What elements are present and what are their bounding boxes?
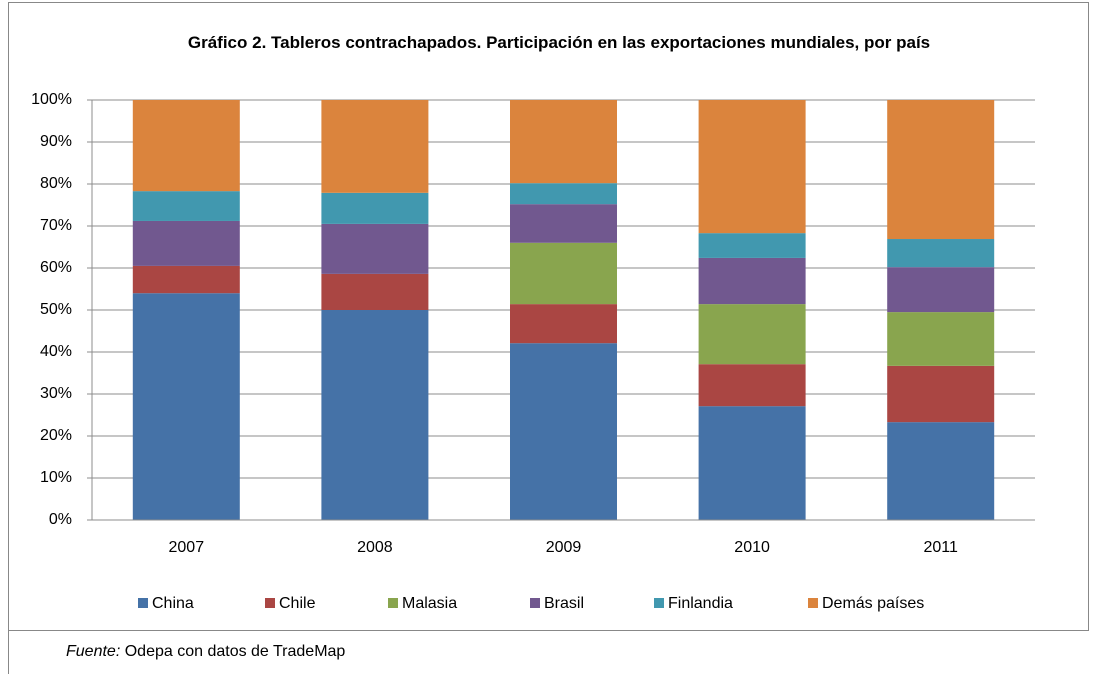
bar-segment	[132, 191, 240, 221]
legend-swatch	[388, 598, 398, 608]
bar-segment	[132, 265, 240, 294]
chart-title: Gráfico 2. Tableros contrachapados. Part…	[187, 33, 931, 52]
x-tick-label: 2007	[169, 539, 205, 556]
y-tick-label: 0%	[49, 511, 72, 528]
y-tick-label: 10%	[40, 469, 72, 486]
bar-segment	[510, 343, 617, 520]
bar-segment	[887, 267, 995, 313]
y-tick-label: 50%	[40, 301, 72, 318]
legend-label: China	[152, 595, 194, 612]
source-label: Fuente:	[66, 643, 121, 660]
bar-segment	[132, 220, 240, 266]
legend-swatch	[654, 598, 664, 608]
y-tick-label: 20%	[40, 427, 72, 444]
bar-segment	[887, 312, 995, 366]
legend-label: Brasil	[544, 595, 584, 612]
bar-segment	[698, 100, 806, 234]
y-tick-label: 80%	[40, 175, 72, 192]
source-text: Odepa con datos de TradeMap	[124, 643, 346, 660]
x-tick-label: 2011	[923, 539, 958, 556]
legend-label: Malasia	[402, 595, 457, 612]
bar-segment	[510, 304, 617, 344]
legend-swatch	[808, 598, 818, 608]
x-tick-label: 2008	[357, 539, 393, 556]
bar-segment	[698, 364, 806, 407]
bar-segment	[887, 239, 995, 268]
bar-segment	[887, 100, 995, 240]
bar-segment	[510, 204, 617, 243]
bar-segment	[698, 257, 806, 305]
x-tick-label: 2009	[546, 539, 582, 556]
bar-segment	[321, 223, 429, 274]
y-tick-label: 40%	[40, 343, 72, 360]
bar-segment	[321, 100, 429, 193]
bar-segment	[510, 242, 617, 305]
source-note: Fuente: Odepa con datos de TradeMap	[66, 643, 345, 661]
bar-segment	[321, 310, 429, 520]
y-tick-label: 100%	[31, 91, 72, 108]
legend-label: Demás países	[822, 595, 924, 612]
chart-frame	[8, 2, 1089, 631]
bar-segment	[698, 406, 806, 520]
legend-swatch	[265, 598, 275, 608]
bar-segment	[510, 183, 617, 205]
legend-label: Finlandia	[668, 595, 733, 612]
y-tick-label: 70%	[40, 217, 72, 234]
bar-segment	[887, 422, 995, 520]
bar-segment	[887, 365, 995, 423]
legend-label: Chile	[279, 595, 316, 612]
y-tick-label: 30%	[40, 385, 72, 402]
bar-segment	[132, 100, 240, 192]
bar-segment	[321, 192, 429, 224]
legend-swatch	[138, 598, 148, 608]
bar-segment	[698, 304, 806, 365]
x-tick-label: 2010	[734, 539, 770, 556]
bar-segment	[510, 100, 617, 184]
bar-segment	[698, 233, 806, 258]
y-tick-label: 90%	[40, 133, 72, 150]
y-tick-label: 60%	[40, 259, 72, 276]
legend-swatch	[530, 598, 540, 608]
bar-segment	[321, 273, 429, 310]
bar-segment	[132, 293, 240, 520]
